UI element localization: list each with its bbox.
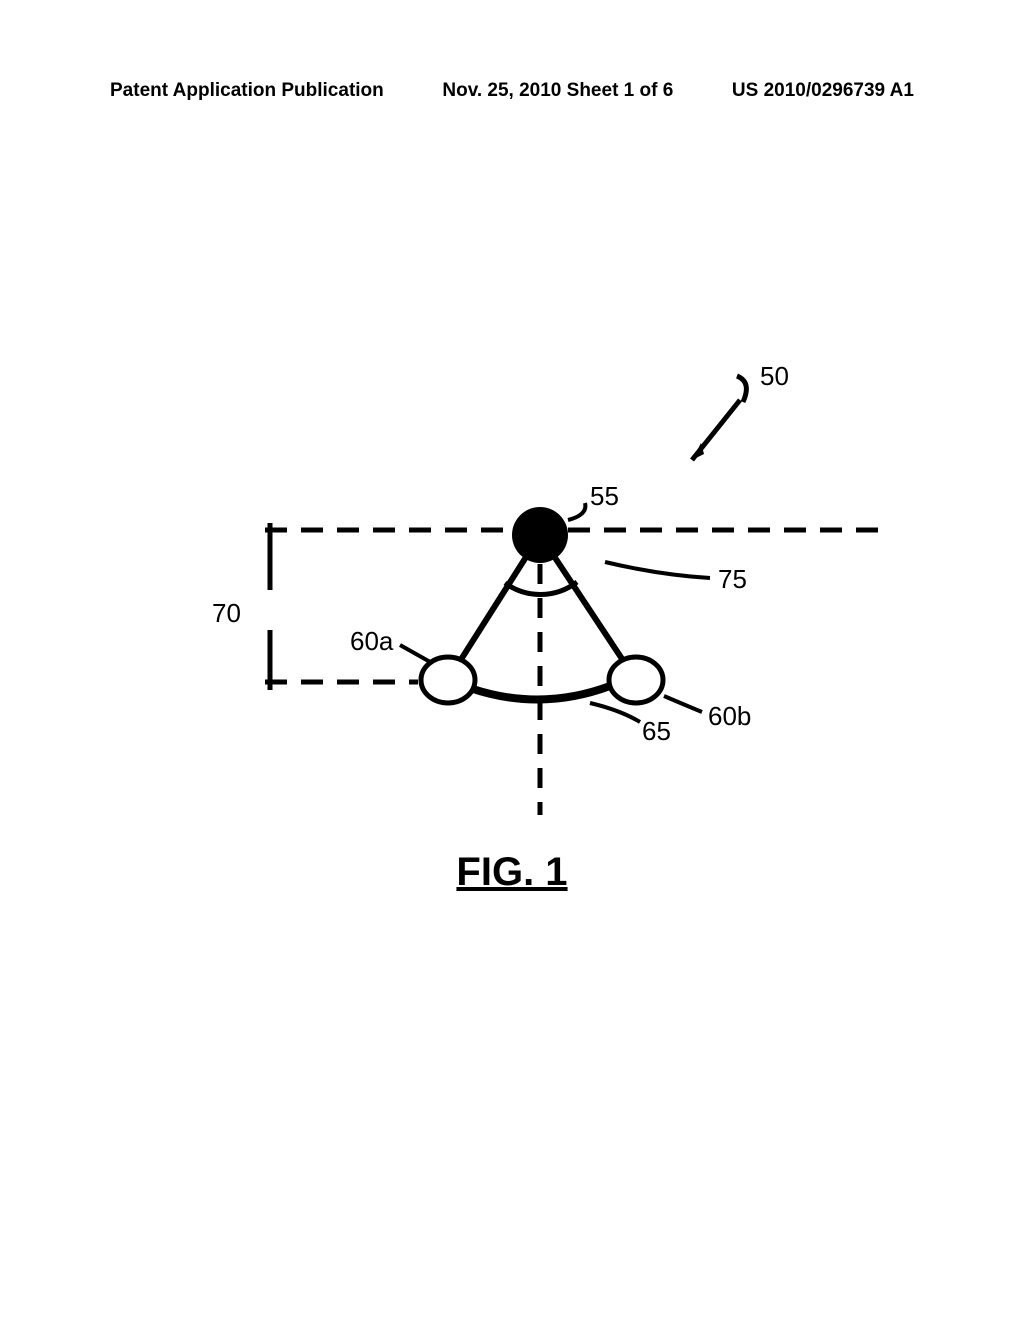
label-60a: 60a xyxy=(350,626,394,656)
label-70: 70 xyxy=(212,598,241,628)
diagram-svg: 50 55 60a 60b 65 70 75 xyxy=(170,360,910,880)
publication-type: Patent Application Publication xyxy=(110,80,384,102)
leader-55 xyxy=(568,503,585,520)
label-55: 55 xyxy=(590,481,619,511)
node-55 xyxy=(512,507,568,563)
node-60a xyxy=(421,657,475,703)
date-sheet: Nov. 25, 2010 Sheet 1 of 6 xyxy=(442,80,673,102)
page-header: Patent Application Publication Nov. 25, … xyxy=(0,80,1024,102)
figure-1-diagram: 50 55 60a 60b 65 70 75 xyxy=(170,360,910,880)
publication-number: US 2010/0296739 A1 xyxy=(732,80,914,102)
leader-50-curve xyxy=(737,376,746,402)
bottom-arc-65 xyxy=(470,686,610,700)
label-50: 50 xyxy=(760,361,789,391)
node-60b xyxy=(609,657,663,703)
leader-75 xyxy=(605,562,710,578)
figure-title: FIG. 1 xyxy=(0,850,1024,895)
leader-60b xyxy=(664,696,702,712)
label-60b: 60b xyxy=(708,701,751,731)
leader-60a xyxy=(400,645,432,663)
label-75: 75 xyxy=(718,564,747,594)
leader-65 xyxy=(590,703,640,722)
label-65: 65 xyxy=(642,716,671,746)
